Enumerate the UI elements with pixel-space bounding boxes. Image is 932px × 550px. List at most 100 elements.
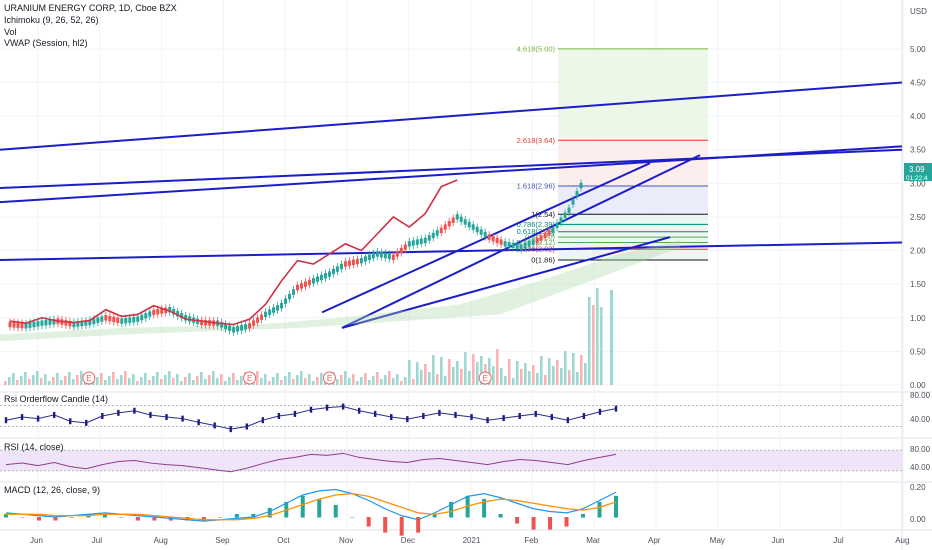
volume-bar: [476, 362, 479, 385]
macd-histogram-bar: [135, 517, 140, 521]
candle-body: [36, 321, 40, 327]
macd-histogram-bar: [20, 517, 25, 518]
macd-histogram-bar: [482, 498, 487, 518]
rsi-orderflow-title[interactable]: Rsi Orderflow Candle (14): [4, 394, 108, 404]
candle-body: [339, 263, 343, 270]
macd-histogram-bar: [531, 517, 536, 530]
earnings-marker[interactable]: [82, 371, 96, 385]
volume-bar: [488, 358, 491, 385]
candle-body: [148, 311, 152, 317]
candle-body: [459, 216, 463, 223]
candle-body: [503, 241, 507, 247]
orderflow-candle: [534, 410, 537, 417]
candle-body: [12, 322, 16, 328]
x-tick-label: Dec: [401, 536, 415, 545]
orderflow-candle: [165, 414, 168, 421]
candle-body: [447, 220, 451, 227]
volume-bar: [536, 373, 539, 385]
volume-bar: [372, 376, 375, 385]
trendline[interactable]: [321, 162, 651, 314]
macd-title[interactable]: MACD (12, 26, close, 9): [4, 485, 100, 495]
candle-body: [100, 316, 104, 322]
candle-body: [52, 318, 56, 325]
volume-bar: [72, 379, 75, 385]
candle-body: [535, 237, 539, 244]
indicator-vwap[interactable]: VWAP (Session, hl2): [4, 38, 88, 48]
volume-bar: [456, 361, 459, 385]
volume-bar: [260, 378, 263, 385]
volume-bar: [440, 357, 443, 385]
y-tick-label: 2.50: [910, 213, 926, 222]
volume-bar: [600, 307, 603, 385]
volume-bar: [272, 377, 275, 385]
volume-bar: [312, 381, 315, 385]
candle-body: [471, 224, 475, 230]
candle-body: [132, 316, 136, 323]
candle-body: [140, 314, 144, 321]
candle-body: [124, 317, 128, 324]
volume-bar: [596, 288, 599, 385]
candle-body: [280, 302, 284, 309]
candle-body: [551, 227, 555, 234]
candle-body: [299, 283, 303, 289]
indicator-ichimoku[interactable]: Ichimoku (9, 26, 52, 26): [4, 15, 99, 25]
volume-bar: [92, 381, 95, 385]
volume-bar: [76, 375, 79, 385]
indicator-vol[interactable]: Vol: [4, 27, 17, 37]
volume-bar: [180, 381, 183, 385]
trendlines[interactable]: [0, 81, 903, 329]
macd-histogram-bar: [548, 517, 553, 530]
macd-histogram-bar: [614, 495, 618, 518]
candle-body: [276, 305, 280, 311]
earnings-marker[interactable]: [243, 371, 257, 385]
candle-body: [104, 315, 108, 321]
volume-bars: [4, 288, 613, 385]
earnings-marker[interactable]: [478, 371, 492, 385]
volume-bar: [340, 375, 343, 385]
candle-body: [92, 318, 96, 324]
candle-body: [427, 235, 431, 241]
orderflow-candle: [20, 414, 24, 421]
candle-body: [180, 313, 184, 319]
volume-bar: [56, 373, 59, 385]
orderflow-candle: [438, 409, 441, 416]
volume-bar: [500, 368, 503, 385]
candle-body: [435, 230, 439, 236]
volume-bar: [512, 378, 515, 385]
macd-histogram-bar: [119, 517, 124, 518]
candle-body: [204, 319, 208, 326]
candle-body: [112, 316, 116, 323]
trendline[interactable]: [0, 241, 903, 261]
trendline[interactable]: [0, 148, 903, 190]
axes: Jun Jul Aug Sep Oct Nov Dec 2021 Feb Mar Apr May Jun…: [30, 45, 931, 545]
candle-body: [543, 232, 547, 239]
fib-level-label: 1.618(2.96): [517, 182, 556, 191]
volume-bar: [320, 373, 323, 385]
volume-bar: [264, 374, 267, 385]
orderflow-candle: [133, 407, 136, 414]
earnings-marker[interactable]: [322, 371, 336, 385]
symbol-title[interactable]: URANIUM ENERGY CORP, 1D, Cboe BZX: [4, 3, 177, 13]
volume-bar: [552, 366, 555, 385]
volume-bar: [196, 376, 199, 385]
candle-body: [475, 226, 479, 233]
volume-bar: [432, 355, 435, 385]
volume-bar: [116, 379, 119, 385]
macd-histogram-bar: [251, 513, 256, 518]
volume-bar: [4, 381, 7, 385]
candle-body: [383, 252, 387, 259]
volume-bar: [24, 372, 27, 385]
trendline[interactable]: [341, 236, 671, 329]
candle-body: [80, 320, 84, 327]
candle-body: [220, 322, 224, 328]
volume-bar: [156, 372, 159, 385]
volume-bar: [136, 381, 139, 385]
orderflow-candle: [566, 417, 570, 424]
volume-bar: [296, 375, 299, 385]
trendline[interactable]: [0, 81, 903, 151]
candle-body: [84, 320, 88, 326]
rsi-title[interactable]: RSI (14, close): [4, 442, 64, 452]
volume-bar: [420, 370, 423, 385]
